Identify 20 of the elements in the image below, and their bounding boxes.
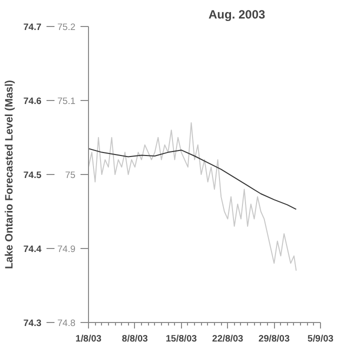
y-tick-label: 74.3: [23, 318, 42, 328]
x-tick-label: 22/8/03: [212, 334, 244, 344]
x-tick-label: 15/8/03: [166, 334, 197, 344]
y2-tick-label: 74.8: [57, 318, 76, 328]
line-series: [88, 122, 297, 272]
y-tick-label: 74.6: [23, 96, 42, 106]
x-tick-label: 29/8/03: [258, 334, 290, 344]
y-tick-label: 74.4: [23, 244, 42, 254]
y-tick-label: 74.7: [23, 22, 42, 32]
y2-tick-label: 75.2: [57, 22, 76, 32]
y2-tick-label: 74.9: [57, 244, 76, 254]
y2-tick-label: 75.1: [57, 96, 76, 106]
x-tick-label: 8/8/03: [122, 334, 148, 344]
x-tick-label: 1/8/03: [76, 334, 102, 344]
x-tick-label: 5/9/03: [308, 334, 334, 344]
chart-title: Aug. 2003: [208, 8, 266, 22]
y2-tick-label: 75: [65, 170, 76, 180]
y-axis-title: Lake Ontario Forecasted Level (Masl): [3, 80, 16, 269]
y-tick-label: 74.5: [23, 170, 42, 180]
line-series: [88, 148, 297, 210]
